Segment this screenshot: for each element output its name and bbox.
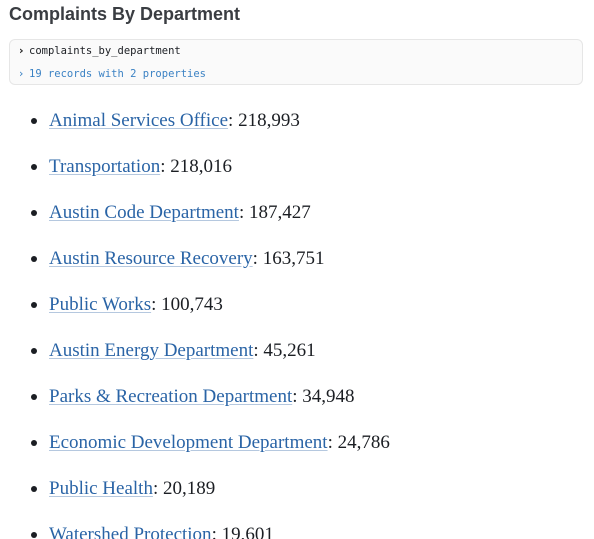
bullet-icon [31, 348, 37, 354]
separator: : [253, 248, 263, 269]
department-link[interactable]: Public Works [49, 294, 151, 315]
department-list: Animal Services Office: 218,993 Transpor… [0, 98, 390, 539]
inspector-summary-row[interactable]: › 19 records with 2 properties [19, 67, 206, 81]
list-item: Transportation: 218,016 [0, 144, 390, 190]
chevron-right-icon[interactable]: › [19, 44, 29, 58]
bullet-icon [31, 210, 37, 216]
chevron-right-icon[interactable]: › [19, 67, 29, 81]
list-item: Public Works: 100,743 [0, 282, 390, 328]
complaint-count: 218,993 [238, 110, 300, 131]
list-item: Austin Code Department: 187,427 [0, 190, 390, 236]
department-link[interactable]: Austin Code Department [49, 202, 239, 223]
bullet-icon [31, 440, 37, 446]
separator: : [239, 202, 249, 223]
complaint-count: 218,016 [170, 156, 232, 177]
complaint-count: 45,261 [263, 340, 315, 361]
bullet-icon [31, 118, 37, 124]
bullet-icon [31, 302, 37, 308]
bullet-icon [31, 394, 37, 400]
page-title: Complaints By Department [9, 4, 240, 25]
bullet-icon [31, 164, 37, 170]
list-item: Watershed Protection: 19,601 [0, 512, 390, 539]
complaint-count: 163,751 [263, 248, 325, 269]
complaint-count: 100,743 [161, 294, 223, 315]
complaint-count: 187,427 [249, 202, 311, 223]
bullet-icon [31, 532, 37, 538]
department-link[interactable]: Animal Services Office [49, 110, 228, 131]
separator: : [153, 478, 163, 499]
complaint-count: 34,948 [302, 386, 354, 407]
inspector-variable-row[interactable]: › complaints_by_department [19, 44, 181, 58]
list-item: Austin Energy Department: 45,261 [0, 328, 390, 374]
department-link[interactable]: Parks & Recreation Department [49, 386, 292, 407]
list-item: Parks & Recreation Department: 34,948 [0, 374, 390, 420]
complaint-count: 19,601 [222, 524, 274, 539]
variable-name: complaints_by_department [29, 44, 181, 58]
separator: : [292, 386, 302, 407]
list-item: Animal Services Office: 218,993 [0, 98, 390, 144]
department-link[interactable]: Austin Resource Recovery [49, 248, 253, 269]
complaint-count: 24,786 [338, 432, 390, 453]
list-item: Austin Resource Recovery: 163,751 [0, 236, 390, 282]
list-item: Public Health: 20,189 [0, 466, 390, 512]
separator: : [228, 110, 238, 131]
data-inspector: › complaints_by_department › 19 records … [9, 39, 583, 85]
department-link[interactable]: Transportation [49, 156, 160, 177]
separator: : [328, 432, 338, 453]
separator: : [160, 156, 170, 177]
list-item: Economic Development Department: 24,786 [0, 420, 390, 466]
department-link[interactable]: Economic Development Department [49, 432, 328, 453]
records-summary[interactable]: 19 records with 2 properties [29, 67, 206, 81]
department-link[interactable]: Public Health [49, 478, 153, 499]
bullet-icon [31, 256, 37, 262]
separator: : [151, 294, 161, 315]
department-link[interactable]: Austin Energy Department [49, 340, 253, 361]
separator: : [253, 340, 263, 361]
bullet-icon [31, 486, 37, 492]
separator: : [212, 524, 222, 539]
department-link[interactable]: Watershed Protection [49, 524, 212, 539]
complaint-count: 20,189 [163, 478, 215, 499]
